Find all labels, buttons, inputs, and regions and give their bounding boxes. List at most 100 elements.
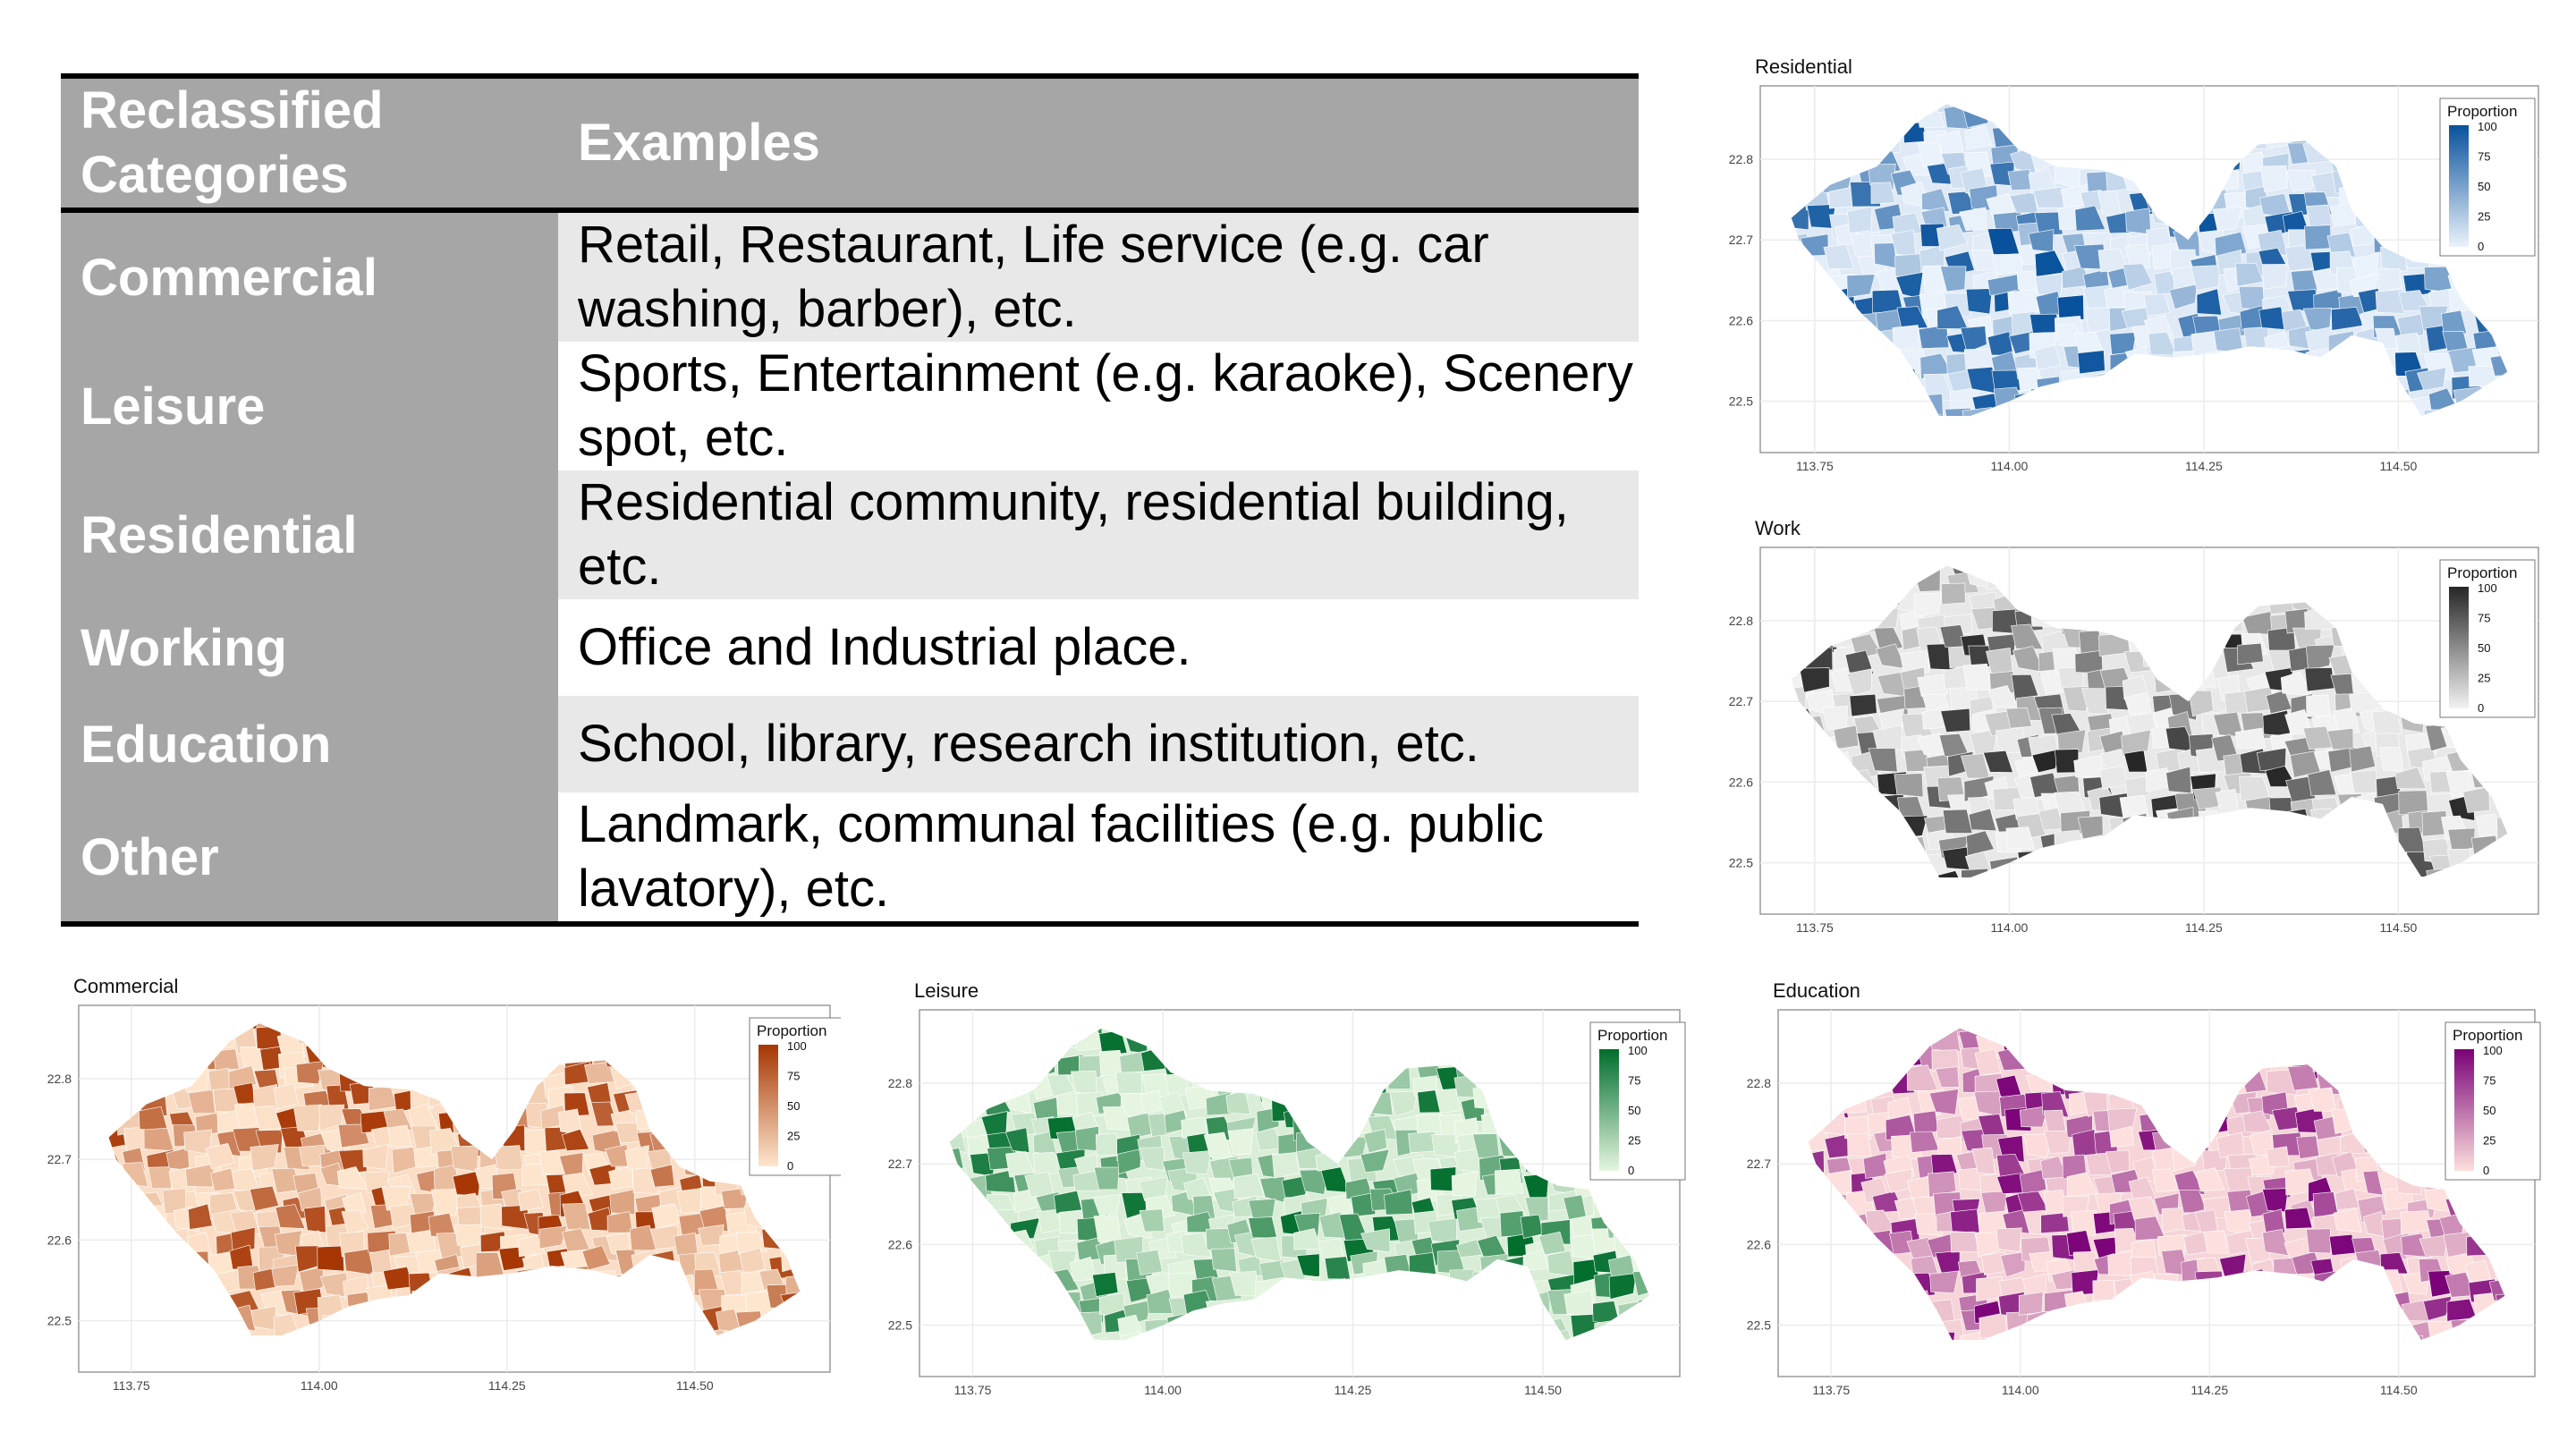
legend-title: Proportion [2447, 103, 2517, 120]
leisure-choropleth-map: Leisure 113.75 114.00 114.25 114.50 22.8 22.7 2… [888, 979, 1686, 1397]
district-polygon [2032, 186, 2064, 208]
legend-tick-label: 100 [2483, 1044, 2503, 1057]
district-polygon [195, 1112, 219, 1136]
district-polygon [1833, 724, 1860, 750]
district-polygon [343, 1248, 374, 1275]
district-polygon [1383, 1189, 1413, 1216]
district-polygon [1846, 1132, 1872, 1157]
district-polygon [1451, 1171, 1478, 1197]
district-polygon [1959, 207, 1987, 232]
category-label: Commercial [80, 248, 378, 307]
district-polygons [950, 1028, 1649, 1340]
map-panel-commercial: Commercial 113.75 114.00 114.25 114.50 22.8 22… [18, 966, 841, 1402]
district-polygon [649, 1164, 675, 1188]
table-row-education: Education School, library, research inst… [61, 696, 1639, 792]
district-polygon [2056, 294, 2085, 320]
district-polygon [2395, 332, 2422, 355]
district-polygon [187, 1203, 213, 1230]
district-polygon [2375, 289, 2405, 315]
district-polygon [1324, 1256, 1351, 1280]
district-polygon [2394, 767, 2427, 790]
district-polygon [1158, 1091, 1188, 1117]
district-polygon [2349, 745, 2376, 773]
district-polygon [1941, 582, 1966, 606]
x-tick-label: 113.75 [1796, 459, 1834, 473]
district-polygon [184, 1163, 215, 1188]
district-polygon [2077, 815, 2104, 840]
y-tick-label: 22.5 [888, 1318, 912, 1333]
district-polygon [387, 1124, 413, 1148]
table-header-rule [61, 208, 1639, 213]
category-label: Leisure [80, 377, 266, 436]
district-polygon [1876, 267, 1901, 293]
district-polygon [1077, 1337, 1107, 1340]
district-polygon [295, 1060, 325, 1085]
legend-tick-label: 25 [787, 1130, 800, 1143]
district-polygon [1351, 1191, 1377, 1217]
district-polygon [2262, 1208, 2286, 1235]
header-examples: Examples [578, 114, 820, 172]
district-polygon [1074, 1125, 1099, 1152]
x-tick-label: 113.75 [1796, 920, 1834, 935]
district-polygon [1982, 750, 2013, 773]
category-examples: Office and Industrial place. [578, 618, 1191, 676]
district-polygon [1965, 288, 1993, 315]
y-tick-label: 22.5 [1747, 1318, 1771, 1333]
district-polygon [1960, 1332, 1985, 1340]
district-polygon [148, 1166, 172, 1190]
category-examples: Landmark, communal facilities (e.g. publ… [578, 795, 1544, 918]
district-polygon [2441, 309, 2468, 335]
legend-title: Proportion [2447, 564, 2517, 581]
district-polygon [2287, 1065, 2319, 1091]
district-polygon [1914, 1212, 1944, 1236]
district-polygon [275, 1204, 306, 1229]
x-tick-label: 114.50 [1524, 1383, 1562, 1397]
district-polygon [2174, 1170, 2207, 1195]
district-polygon [1004, 1127, 1030, 1153]
district-polygon [2034, 344, 2062, 370]
legend-tick-label: 25 [2478, 672, 2490, 685]
district-polygon [2074, 332, 2106, 358]
district-polygon [1233, 1173, 1265, 1199]
legend-colorbar [2454, 1049, 2474, 1171]
district-polygon [2259, 165, 2289, 193]
district-polygon [1093, 1166, 1120, 1191]
district-polygon [1428, 1217, 1458, 1245]
y-tick-label: 22.5 [1729, 394, 1753, 409]
district-polygon [1227, 1128, 1254, 1156]
district-polygon [2190, 265, 2221, 292]
district-polygon [2290, 269, 2319, 294]
district-polygon [1950, 1231, 1979, 1253]
legend-tick-label: 100 [2478, 581, 2497, 595]
district-polygon [1940, 708, 1971, 733]
district-polygon [2192, 786, 2222, 810]
district-polygon [1248, 1216, 1278, 1239]
x-tick-label: 114.50 [2380, 459, 2418, 473]
education-choropleth-map: Education 113.75 114.00 114.25 114.50 22.8 22.… [1747, 979, 2541, 1397]
x-tick-label: 113.75 [954, 1383, 992, 1397]
district-polygon [2350, 769, 2380, 794]
district-polygon [2123, 263, 2153, 291]
district-polygon [2054, 791, 2086, 818]
district-polygon [123, 1126, 148, 1152]
district-polygon [517, 1188, 544, 1212]
map-panel-work: Work 113.75 114.00 114.25 114.50 22.8 22.7 22.6… [1699, 508, 2546, 945]
map-title: Work [1755, 517, 1801, 539]
district-polygon [1140, 1147, 1165, 1171]
map-title: Commercial [73, 975, 178, 997]
district-polygon [2306, 204, 2334, 228]
district-polygon [1116, 1148, 1142, 1175]
district-polygon [1360, 1148, 1390, 1174]
district-polygon [205, 1142, 236, 1169]
legend-tick-label: 50 [2483, 1104, 2496, 1117]
y-tick-label: 22.7 [1747, 1157, 1771, 1171]
district-polygon [252, 1084, 279, 1111]
district-polygon [1435, 1088, 1462, 1114]
legend-title: Proportion [2453, 1027, 2522, 1044]
y-tick-label: 22.8 [1729, 152, 1753, 166]
x-tick-label: 113.75 [1812, 1383, 1850, 1397]
district-polygon [2212, 207, 2242, 232]
district-polygon [1847, 206, 1873, 233]
district-polygon [1494, 1168, 1523, 1195]
district-polygon [1115, 1072, 1142, 1095]
